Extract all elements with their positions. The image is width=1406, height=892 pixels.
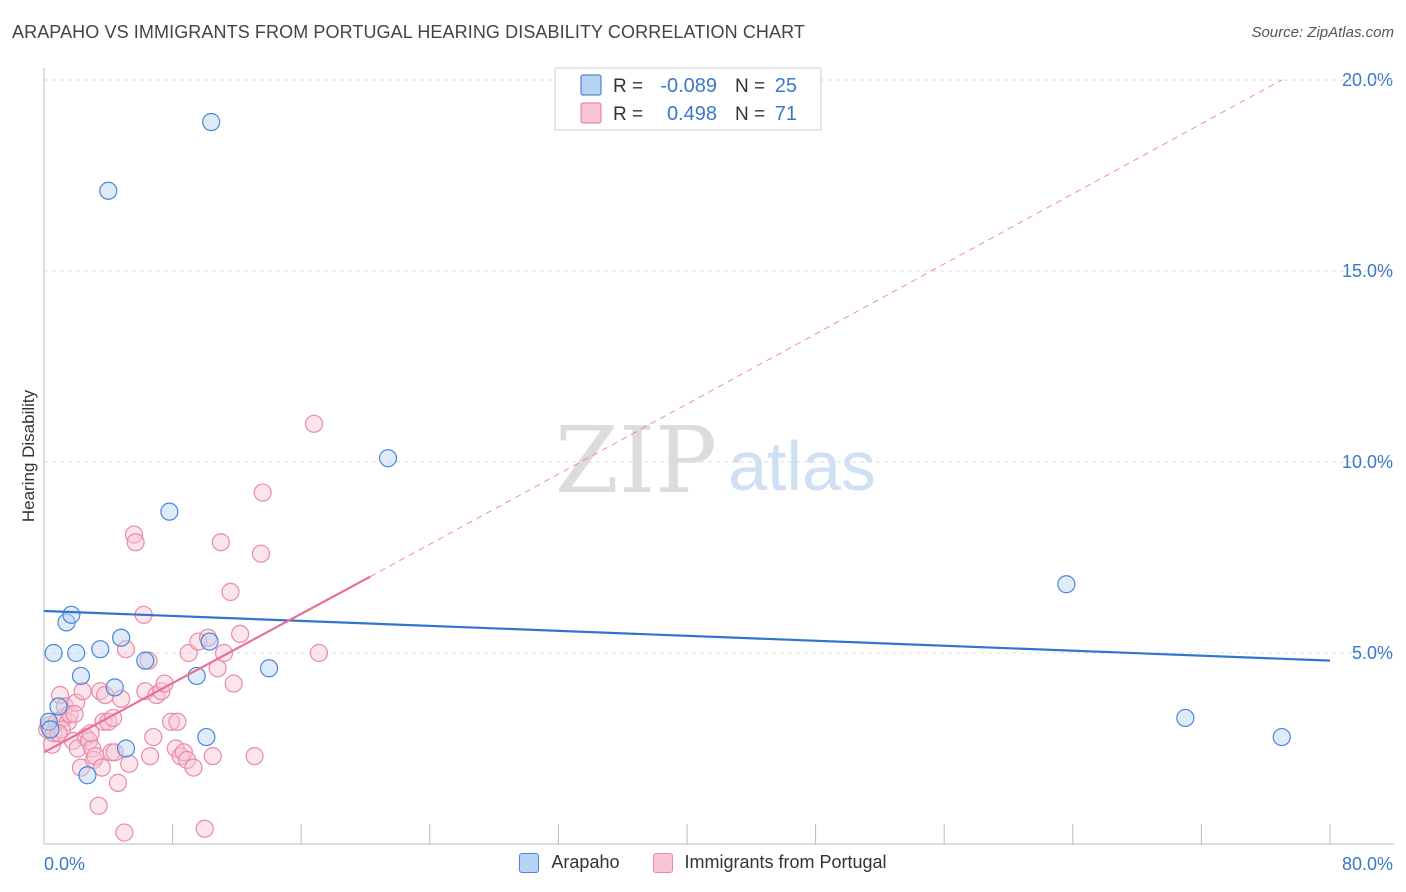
watermark-zip: ZIP	[555, 407, 717, 514]
y-tick-label: 15.0%	[1342, 261, 1393, 281]
arapaho-point	[259, 659, 279, 678]
arapaho-point	[1057, 575, 1076, 594]
portugal-point	[184, 758, 203, 777]
stats-r-label: R =	[613, 104, 643, 125]
bottom-legend: Arapaho Immigrants from Portugal	[0, 852, 1406, 878]
portugal-point	[168, 712, 187, 731]
portugal-point	[89, 796, 108, 815]
portugal-point	[108, 773, 128, 792]
portugal-point	[245, 747, 264, 766]
legend-label-arapaho: Arapaho	[551, 852, 620, 872]
arapaho-point	[99, 181, 118, 200]
portugal-point	[304, 414, 324, 433]
arapaho-point	[105, 678, 124, 697]
portugal-point	[253, 483, 272, 502]
y-axis-label: Hearing Disability	[19, 389, 38, 522]
arapaho-point	[112, 628, 131, 647]
x-tick-label-max: 80.0%	[1342, 854, 1393, 874]
stats-r-value: 0.498	[667, 103, 717, 125]
portugal-trendline-extension	[370, 79, 1283, 578]
portugal-point	[92, 758, 111, 777]
portugal-point	[195, 819, 214, 838]
stats-n-value: 25	[775, 75, 797, 97]
portugal-point	[67, 693, 86, 712]
arapaho-point	[41, 720, 60, 739]
portugal-swatch	[652, 852, 673, 873]
portugal-point	[124, 525, 144, 544]
legend-item-portugal[interactable]: Immigrants from Portugal	[652, 852, 887, 873]
arapaho-point	[202, 112, 221, 132]
arapaho-point	[378, 449, 398, 468]
y-tick-label: 10.0%	[1342, 452, 1393, 472]
portugal-point	[115, 823, 134, 842]
stats-n-value: 71	[775, 103, 797, 125]
portugal-point	[50, 685, 70, 705]
arapaho-point	[49, 697, 68, 716]
arapaho-point	[44, 643, 63, 663]
arapaho-point	[71, 666, 91, 686]
arapaho-point	[116, 739, 136, 758]
arapaho-trendline	[43, 609, 1331, 662]
portugal-trendline	[43, 575, 371, 754]
arapaho-point	[62, 605, 81, 624]
portugal-point	[116, 640, 136, 659]
arapaho-swatch	[519, 852, 540, 873]
portugal-point	[203, 747, 222, 766]
stats-r-label: R =	[613, 76, 643, 97]
legend-item-arapaho[interactable]: Arapaho	[519, 852, 619, 873]
legend-label-portugal: Immigrants from Portugal	[684, 852, 887, 872]
chart-source: Source: ZipAtlas.com	[1251, 24, 1394, 41]
x-tick-label-min: 0.0%	[44, 854, 85, 874]
portugal-point	[211, 533, 230, 552]
portugal-point	[161, 712, 181, 731]
portugal-point	[309, 643, 328, 663]
portugal-point	[105, 743, 124, 762]
stats-n-label: N =	[735, 76, 765, 97]
arapaho-point	[39, 712, 58, 731]
portugal-point	[177, 750, 197, 770]
y-tick-label: 5.0%	[1352, 643, 1393, 663]
portugal-point	[126, 533, 145, 552]
portugal-point	[224, 674, 243, 693]
portugal-point	[140, 747, 160, 766]
portugal-point	[73, 682, 92, 701]
arapaho-point	[200, 632, 219, 651]
arapaho-point	[136, 651, 155, 670]
portugal-point	[120, 754, 139, 773]
arapaho-point	[1176, 708, 1195, 728]
portugal-point	[221, 582, 240, 601]
stats-swatch-arapaho	[580, 74, 602, 96]
stats-r-value: -0.089	[660, 75, 717, 97]
arapaho-point	[1272, 727, 1291, 747]
arapaho-point	[67, 643, 86, 663]
arapaho-point	[78, 766, 97, 785]
arapaho-point	[160, 502, 179, 521]
stats-swatch-portugal	[580, 102, 602, 124]
chart-title: ARAPAHO VS IMMIGRANTS FROM PORTUGAL HEAR…	[12, 22, 805, 42]
portugal-point	[144, 727, 163, 747]
portugal-point	[65, 705, 84, 724]
arapaho-point	[91, 640, 110, 659]
portugal-point	[112, 689, 131, 708]
watermark-atlas: atlas	[728, 427, 876, 505]
arapaho-point	[197, 727, 216, 747]
stats-n-label: N =	[735, 104, 765, 125]
portugal-point	[42, 735, 62, 754]
portugal-point	[251, 544, 271, 563]
portugal-point	[231, 624, 250, 644]
